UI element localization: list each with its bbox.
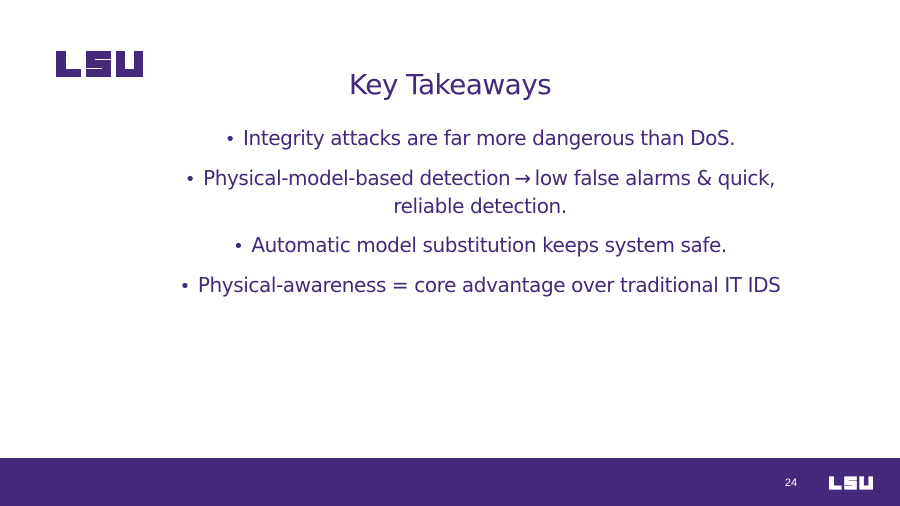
takeaways-list: • Integrity attacks are far more dangerou… [110, 125, 850, 312]
right-arrow-icon: → [514, 166, 531, 190]
takeaway-integrity-attacks: • Integrity attacks are far more dangerou… [110, 125, 850, 153]
takeaway-physical-model-detection: • Physical-model-based detection → low fals… [110, 165, 850, 220]
takeaway-text: Physical-awareness = core advantage over… [197, 273, 781, 297]
bullet-icon: • [179, 276, 191, 297]
takeaway-text-before-arrow: Physical-model-based detection [203, 166, 511, 190]
lsu-logo-icon [56, 51, 143, 77]
slide-title: Key Takeaways [348, 67, 552, 101]
takeaway-text: Automatic model substitution keeps syste… [251, 233, 727, 257]
takeaway-model-substitution: • Automatic model substitution keeps syst… [110, 232, 850, 260]
takeaway-text-continuation: reliable detection. [393, 194, 567, 218]
takeaway-text: Integrity attacks are far more dangerous… [243, 126, 736, 150]
page-number: 24 [784, 477, 798, 489]
bullet-icon: • [233, 236, 244, 257]
takeaway-physical-awareness: • Physical-awareness = core advantage ove… [110, 272, 850, 300]
bullet-icon: • [184, 169, 196, 190]
slide-footer: 24 [0, 458, 900, 506]
footer-lsu-logo-icon [829, 476, 873, 490]
takeaway-text-after-arrow: low false alarms & quick, [534, 166, 776, 190]
bullet-icon: • [224, 129, 236, 150]
